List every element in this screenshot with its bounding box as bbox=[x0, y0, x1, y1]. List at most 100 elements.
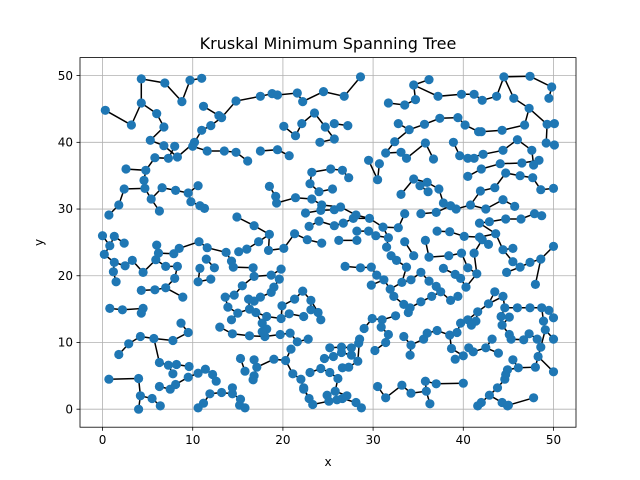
mst-node bbox=[124, 339, 134, 349]
mst-node bbox=[171, 359, 182, 370]
mst-node bbox=[381, 148, 391, 158]
mst-node bbox=[178, 292, 188, 302]
mst-node bbox=[104, 374, 114, 384]
mst-node bbox=[159, 122, 169, 132]
mst-node bbox=[548, 313, 559, 323]
mst-node bbox=[469, 248, 479, 258]
mst-node bbox=[99, 249, 109, 259]
mst-node bbox=[252, 362, 262, 372]
mst-node bbox=[508, 355, 518, 365]
mst-node bbox=[109, 257, 119, 267]
mst-node bbox=[409, 251, 419, 261]
mst-node bbox=[519, 335, 529, 345]
mst-node bbox=[226, 315, 237, 325]
mst-node bbox=[171, 379, 181, 390]
mst-node bbox=[396, 147, 406, 157]
mst-node bbox=[120, 261, 130, 271]
mst-node bbox=[481, 204, 491, 214]
mst-node bbox=[529, 160, 539, 170]
mst-node bbox=[168, 369, 178, 379]
mst-node bbox=[406, 388, 416, 398]
mst-node bbox=[379, 275, 389, 285]
mst-node bbox=[483, 299, 494, 309]
mst-node bbox=[406, 340, 416, 350]
mst-node bbox=[303, 334, 313, 344]
mst-node bbox=[298, 97, 308, 107]
mst-node bbox=[537, 303, 547, 313]
mst-node bbox=[416, 209, 426, 219]
mst-node bbox=[197, 73, 207, 83]
mst-node bbox=[373, 175, 383, 185]
mst-node bbox=[272, 145, 283, 155]
x-tick-label: 50 bbox=[546, 433, 561, 447]
mst-node bbox=[105, 241, 115, 251]
mst-node bbox=[318, 87, 329, 97]
mst-node bbox=[198, 101, 209, 111]
mst-node bbox=[305, 179, 315, 189]
mst-node bbox=[538, 316, 549, 326]
mst-node bbox=[330, 386, 340, 396]
mst-node bbox=[529, 393, 539, 403]
mst-node bbox=[456, 248, 467, 258]
mst-node bbox=[149, 333, 159, 344]
mst-node bbox=[209, 263, 219, 273]
mst-node bbox=[150, 285, 160, 295]
mst-node bbox=[536, 185, 546, 195]
mst-node bbox=[308, 399, 318, 410]
mst-node bbox=[400, 100, 410, 110]
mst-node bbox=[512, 135, 523, 145]
mst-node bbox=[152, 240, 162, 250]
mst-node bbox=[404, 125, 414, 135]
mst-node bbox=[297, 119, 307, 129]
mst-node bbox=[306, 295, 316, 305]
mst-node bbox=[366, 262, 376, 272]
mst-node bbox=[327, 184, 338, 194]
mst-node bbox=[501, 214, 511, 224]
mst-node bbox=[319, 353, 329, 364]
mst-node bbox=[243, 156, 253, 166]
mst-node bbox=[114, 200, 124, 210]
mst-node bbox=[154, 381, 164, 392]
mst-node bbox=[456, 89, 467, 99]
mst-node bbox=[316, 205, 326, 215]
mst-node bbox=[463, 263, 473, 273]
mst-node bbox=[396, 189, 406, 199]
mst-node bbox=[279, 243, 289, 253]
mst-node bbox=[264, 181, 274, 191]
mst-node bbox=[478, 149, 488, 159]
mst-node bbox=[285, 328, 295, 338]
mst-node bbox=[119, 238, 129, 248]
mst-node bbox=[421, 386, 431, 396]
mst-node bbox=[503, 400, 513, 410]
mst-node bbox=[504, 312, 514, 322]
mst-node bbox=[186, 197, 196, 207]
mst-node bbox=[431, 379, 441, 389]
mst-node bbox=[248, 375, 258, 385]
mst-node bbox=[290, 229, 300, 239]
mst-edge bbox=[140, 102, 195, 158]
mst-node bbox=[406, 275, 416, 285]
mst-node bbox=[373, 381, 383, 392]
mst-node bbox=[533, 351, 543, 362]
mst-edge bbox=[104, 77, 202, 127]
mst-node bbox=[496, 311, 506, 322]
mst-node bbox=[292, 88, 302, 98]
mst-node bbox=[104, 210, 114, 220]
mst-edge bbox=[376, 380, 464, 399]
x-tick-label: 40 bbox=[456, 433, 471, 447]
mst-node bbox=[193, 368, 203, 378]
mst-node bbox=[337, 165, 347, 175]
mst-node bbox=[333, 373, 343, 384]
mst-node bbox=[520, 120, 530, 130]
mst-node bbox=[184, 361, 194, 372]
mst-node bbox=[508, 257, 518, 267]
mst-node bbox=[509, 93, 519, 103]
mst-node bbox=[211, 376, 221, 386]
mst-node bbox=[286, 344, 296, 354]
mst-node bbox=[317, 238, 327, 248]
mst-node bbox=[170, 141, 180, 151]
mst-node bbox=[446, 295, 456, 305]
mst-node bbox=[525, 257, 535, 267]
mst-node bbox=[512, 303, 523, 313]
mst-node bbox=[136, 98, 146, 108]
